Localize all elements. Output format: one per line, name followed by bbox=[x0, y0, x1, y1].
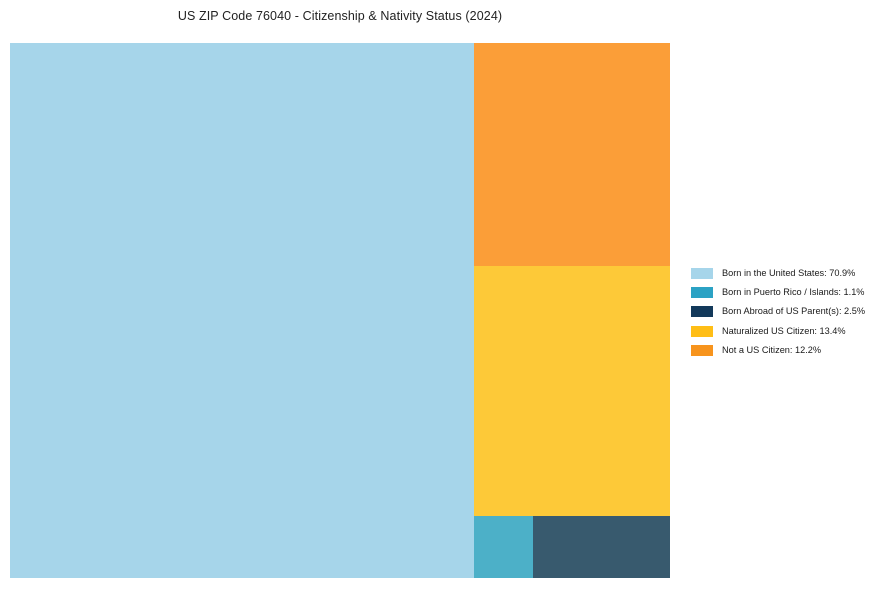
legend-item-label: Born in Puerto Rico / Islands: 1.1% bbox=[722, 287, 865, 298]
treemap-tile[interactable] bbox=[474, 43, 670, 266]
legend-swatch-icon bbox=[691, 287, 713, 299]
treemap-tile[interactable] bbox=[533, 516, 670, 578]
treemap-tile[interactable] bbox=[10, 43, 474, 578]
legend-item[interactable]: Born Abroad of US Parent(s): 2.5% bbox=[691, 302, 881, 321]
chart-legend: Born in the United States: 70.9% Born in … bbox=[691, 264, 881, 360]
legend-item-label: Born Abroad of US Parent(s): 2.5% bbox=[722, 306, 865, 317]
legend-item[interactable]: Naturalized US Citizen: 13.4% bbox=[691, 322, 881, 341]
legend-item-label: Born in the United States: 70.9% bbox=[722, 268, 856, 279]
legend-swatch-icon bbox=[691, 325, 713, 337]
legend-item[interactable]: Born in the United States: 70.9% bbox=[691, 264, 881, 283]
legend-item[interactable]: Not a US Citizen: 12.2% bbox=[691, 341, 881, 360]
legend-item[interactable]: Born in Puerto Rico / Islands: 1.1% bbox=[691, 283, 881, 302]
legend-swatch-icon bbox=[691, 344, 713, 356]
legend-swatch-icon bbox=[691, 306, 713, 318]
chart-title: US ZIP Code 76040 - Citizenship & Nativi… bbox=[177, 9, 503, 23]
treemap-tile[interactable] bbox=[474, 266, 670, 516]
legend-item-label: Not a US Citizen: 12.2% bbox=[722, 344, 822, 355]
legend-swatch-icon bbox=[691, 268, 713, 280]
treemap-tile[interactable] bbox=[474, 516, 533, 578]
treemap-plot-area bbox=[10, 43, 670, 578]
legend-item-label: Naturalized US Citizen: 13.4% bbox=[722, 325, 846, 336]
